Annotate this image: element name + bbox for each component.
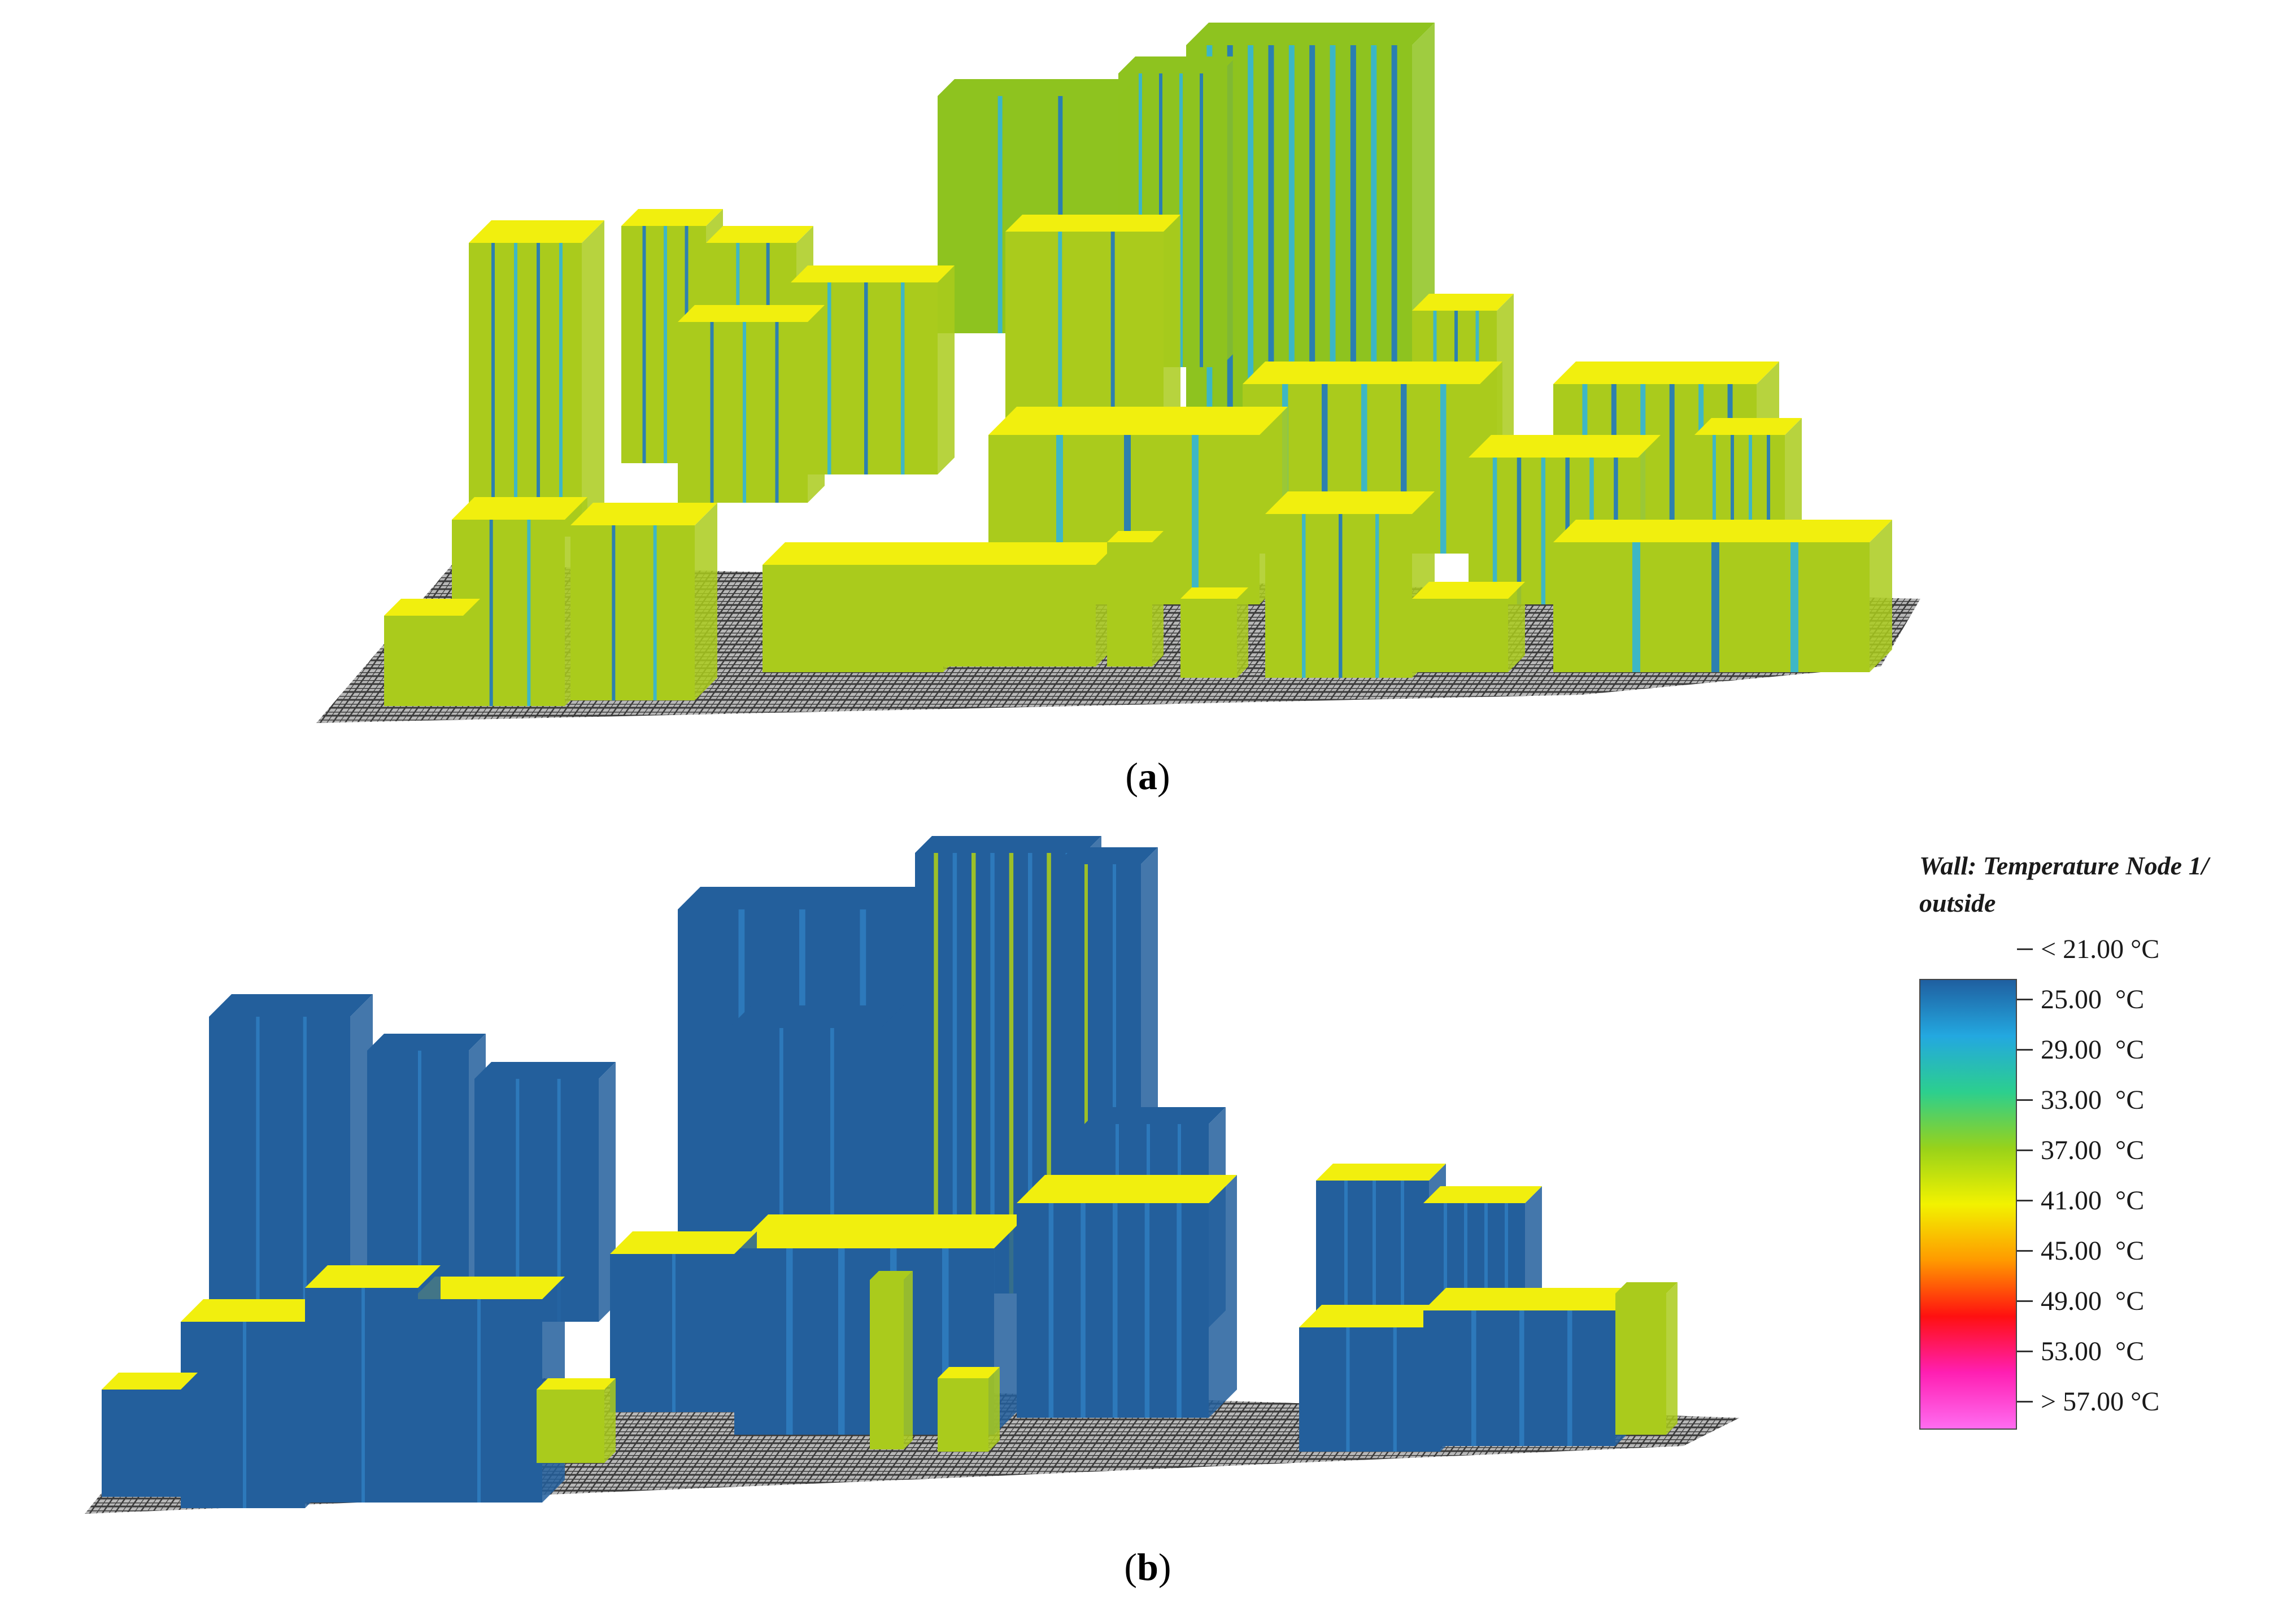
legend-color-bar	[1919, 979, 2017, 1430]
building	[610, 1231, 757, 1412]
legend-tick-7: 49.00 °C	[2017, 1284, 2144, 1318]
legend-tick-5: 41.00 °C	[2017, 1183, 2144, 1217]
legend-tick-label: 37.00 °C	[2041, 1135, 2145, 1165]
legend-tick-label: 25.00 °C	[2041, 984, 2145, 1014]
legend-tick-8: 53.00 °C	[2017, 1334, 2144, 1368]
legend-tick-6: 45.00 °C	[2017, 1234, 2144, 1268]
legend-tick-1: 25.00 °C	[2017, 982, 2144, 1016]
building	[938, 1367, 1000, 1452]
building	[932, 542, 1118, 667]
building	[1180, 587, 1248, 678]
legend-tick-label: > 57.00 °C	[2041, 1386, 2160, 1417]
legend-tick-0: < 21.00 °C	[2017, 932, 2159, 966]
building	[1017, 1175, 1237, 1418]
legend-tick-mark	[2017, 998, 2033, 1000]
building	[384, 599, 480, 706]
legend-tick-label: 41.00 °C	[2041, 1185, 2145, 1216]
legend-tick-label: 29.00 °C	[2041, 1034, 2145, 1065]
legend-tick-mark	[2017, 1249, 2033, 1252]
building	[305, 1265, 441, 1503]
legend-tick-label: 53.00 °C	[2041, 1336, 2145, 1366]
building	[1005, 215, 1180, 435]
building	[1412, 582, 1525, 672]
legend-tick-mark	[2017, 1199, 2033, 1201]
building	[570, 503, 717, 700]
legend-tick-mark	[2017, 1048, 2033, 1051]
legend-tick-mark	[2017, 1300, 2033, 1302]
building	[1615, 1282, 1678, 1435]
legend-tick-mark	[2017, 1350, 2033, 1352]
legend-tick-label: 49.00 °C	[2041, 1286, 2145, 1316]
caption-a: (a)	[1125, 755, 1170, 798]
caption-b: (b)	[1124, 1545, 1171, 1588]
scene-a-3d-model	[316, 23, 1920, 723]
legend-tick-label: 33.00 °C	[2041, 1085, 2145, 1115]
building	[870, 1271, 913, 1449]
building	[1553, 520, 1892, 672]
legend-tick-label: 45.00 °C	[2041, 1235, 2145, 1266]
legend-tick-2: 29.00 °C	[2017, 1033, 2144, 1066]
building	[1107, 531, 1164, 667]
legend-tick-4: 37.00 °C	[2017, 1133, 2144, 1167]
legend-tick-3: 33.00 °C	[2017, 1083, 2144, 1117]
legend-tick-mark	[2017, 1400, 2033, 1403]
building	[537, 1378, 616, 1463]
legend-title: Wall: Temperature Node 1/ outside	[1919, 851, 2209, 917]
building	[469, 220, 604, 537]
legend-tick-mark	[2017, 1149, 2033, 1151]
legend-tick-9: > 57.00 °C	[2017, 1384, 2159, 1418]
legend-tick-mark	[2017, 1099, 2033, 1101]
building	[102, 1373, 198, 1497]
building	[1423, 1288, 1638, 1446]
legend-tick-label: < 21.00 °C	[2041, 934, 2160, 964]
legend-tick-mark	[2017, 948, 2033, 950]
building	[678, 305, 825, 503]
